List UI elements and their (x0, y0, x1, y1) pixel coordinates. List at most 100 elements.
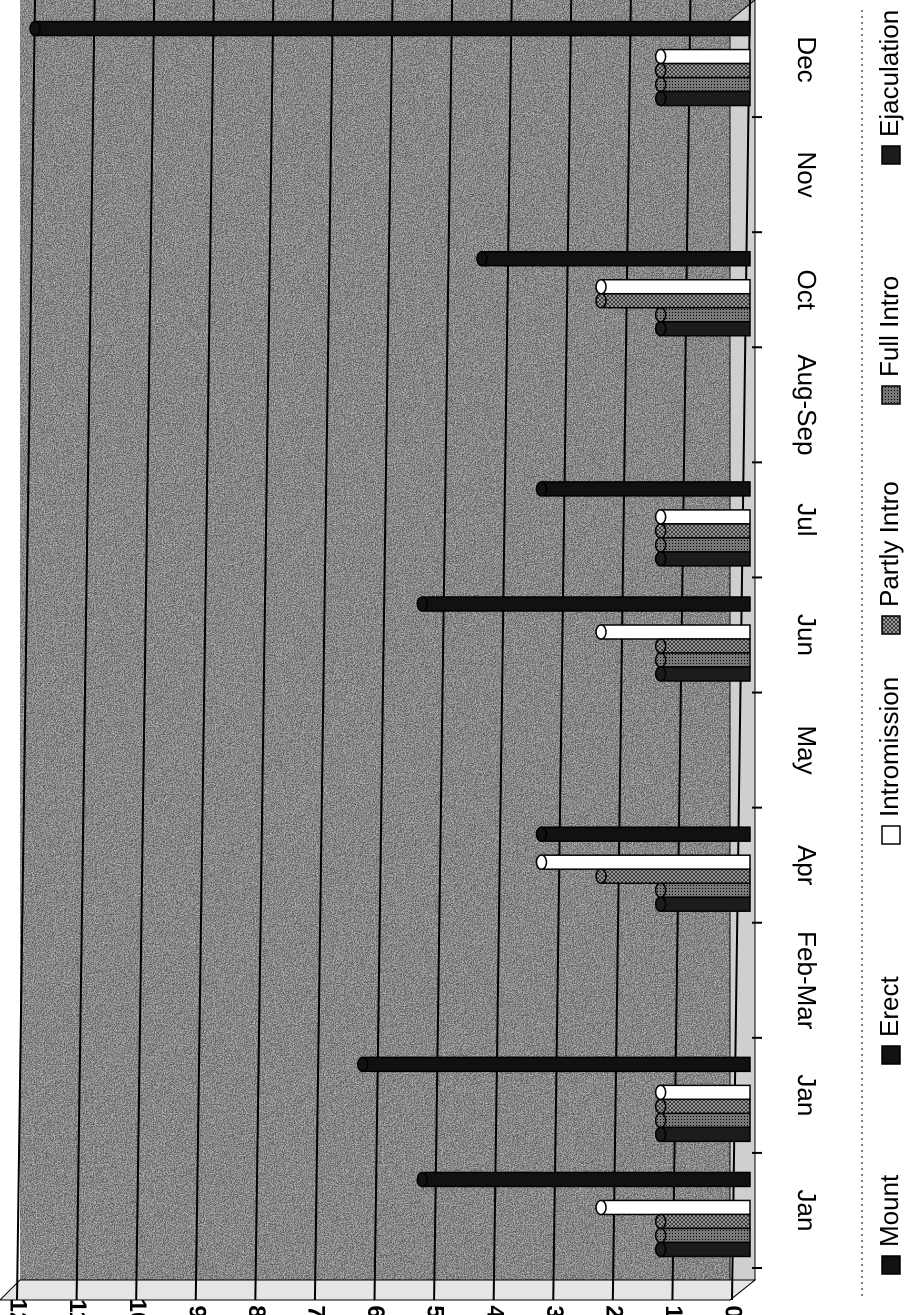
bar (654, 523, 751, 539)
x-tick-label: Dec (792, 36, 822, 82)
bar (654, 882, 751, 898)
bar-cap (654, 882, 667, 898)
y-tick-label: 4 (481, 1305, 508, 1315)
bar-body (659, 1213, 751, 1230)
y-tick-label: 0 (720, 1305, 747, 1315)
bar (29, 20, 751, 37)
legend-swatch (881, 1045, 901, 1065)
bar-cap (654, 1084, 667, 1101)
bar (535, 854, 751, 870)
legend-label: Partly Intro (874, 481, 904, 607)
bar-body (540, 826, 751, 842)
bar-cap (654, 523, 667, 539)
bar (356, 1056, 751, 1073)
y-tick-label: 10 (124, 1299, 151, 1315)
bar-cap (416, 596, 429, 612)
bar-cap (654, 1213, 667, 1230)
gridline (492, 0, 513, 1301)
bar (654, 551, 751, 567)
bar-body (659, 882, 751, 898)
bar (595, 292, 751, 309)
bar-body (600, 624, 751, 640)
bar-cap (654, 48, 667, 65)
bar-body (659, 1241, 751, 1258)
bar-cap (29, 20, 41, 37)
bar (595, 1199, 751, 1216)
legend-swatch (881, 1255, 901, 1275)
bar-body (659, 638, 751, 654)
x-tick-label: Aug-Sep (792, 354, 822, 455)
bar (654, 896, 751, 912)
gridline (254, 0, 275, 1301)
bars (29, 20, 751, 1258)
y-tick-label: 9 (183, 1305, 210, 1315)
gridline (433, 0, 454, 1301)
bar-body (659, 320, 751, 337)
bar-cap (654, 666, 667, 682)
x-tick-label: Jan (792, 1189, 822, 1231)
bar-cap (535, 826, 548, 842)
bar (535, 481, 751, 497)
bar-cap (654, 1241, 667, 1258)
x-axis-ticks: Jan Jan Feb-Mar Apr May Jun Jul Aug-Sep Oct Nov De… (752, 36, 822, 1269)
legend-swatch (881, 145, 901, 165)
bar-body (540, 481, 751, 497)
bar (654, 1112, 751, 1129)
bar-body (600, 868, 751, 884)
bar-cap (476, 250, 488, 267)
bar (654, 1126, 751, 1143)
x-tick-label: Apr (792, 845, 822, 886)
y-tick-label: 5 (422, 1305, 449, 1315)
bar-body (659, 666, 751, 682)
bar-cap (356, 1056, 369, 1073)
bar-body (361, 1056, 751, 1073)
x-tick-label: Feb-Mar (792, 931, 822, 1030)
bar-cap (595, 1199, 607, 1216)
legend-label: Full Intro (874, 276, 904, 377)
bar-cap (595, 278, 607, 295)
x-tick-label: Oct (792, 270, 822, 311)
bar (654, 1227, 751, 1244)
bar-body (659, 62, 751, 79)
bar-body (659, 306, 751, 323)
bar (595, 868, 751, 884)
bar-body (421, 596, 751, 612)
bar-cap (654, 62, 667, 79)
y-tick-label: 12 (5, 1299, 32, 1315)
bar-body (34, 20, 751, 37)
bar (595, 278, 751, 295)
bar-body (659, 90, 751, 107)
bar-cap (535, 481, 548, 497)
bar (654, 306, 751, 323)
x-tick-label: Jul (792, 503, 822, 536)
gridline (373, 0, 394, 1301)
gridline (611, 0, 632, 1301)
bar-body (659, 652, 751, 668)
bar-cap (654, 1227, 667, 1244)
y-tick-label: 8 (243, 1305, 270, 1315)
bar-body (659, 76, 751, 93)
bar-body (659, 1112, 751, 1129)
y-tick-label: 1 (660, 1305, 687, 1315)
bar-body (600, 292, 751, 309)
y-tick-label: 7 (303, 1305, 330, 1315)
y-tick-label: 3 (541, 1305, 568, 1315)
x-tick-label: Jun (792, 614, 822, 656)
plot-stipple (20, 0, 755, 1280)
gridline (75, 0, 96, 1301)
bar (654, 1213, 751, 1230)
bar-body (540, 854, 751, 870)
legend-swatch (881, 385, 901, 405)
bar-body (481, 250, 751, 267)
bar-cap (654, 1112, 667, 1129)
legend-swatch (881, 615, 901, 635)
bar-body (659, 1084, 751, 1101)
bar-cap (535, 854, 548, 870)
bar-cap (654, 1126, 667, 1143)
bar (416, 1171, 751, 1188)
bar-body (659, 509, 751, 525)
plot-area (0, 0, 757, 1302)
bar-cap (416, 1171, 429, 1188)
bar-body (659, 1227, 751, 1244)
